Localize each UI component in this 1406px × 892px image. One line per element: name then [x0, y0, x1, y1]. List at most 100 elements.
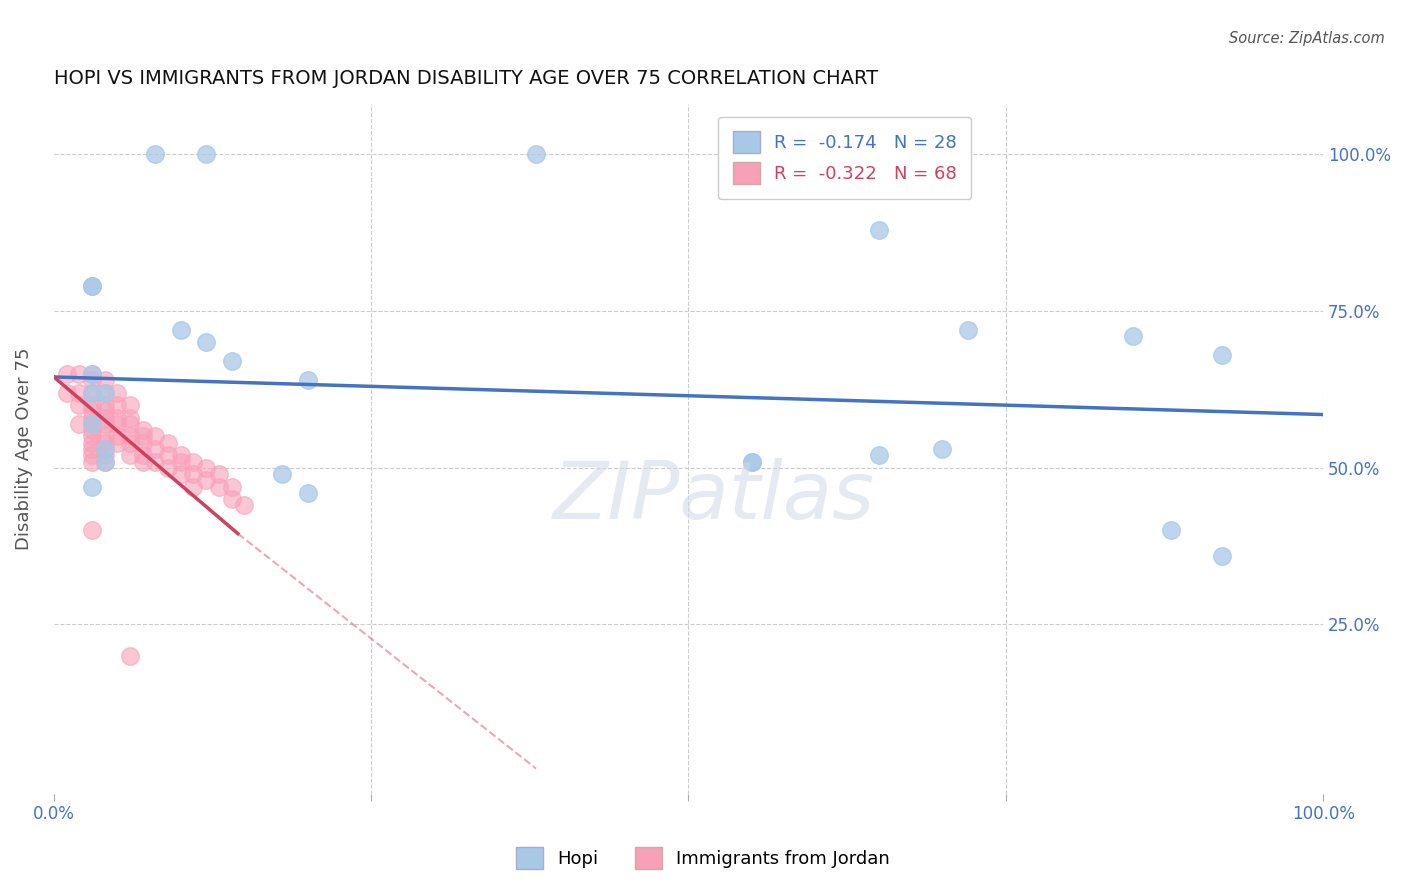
- Point: [93, 373, 115, 387]
- Point: [195, 335, 218, 350]
- Point: [145, 454, 167, 468]
- Point: [80, 404, 103, 418]
- Point: [170, 323, 193, 337]
- Point: [105, 417, 128, 431]
- Point: [105, 429, 128, 443]
- Point: [221, 480, 243, 494]
- Point: [80, 367, 103, 381]
- Point: [93, 448, 115, 462]
- Point: [93, 385, 115, 400]
- Point: [93, 435, 115, 450]
- Point: [118, 648, 141, 663]
- Point: [80, 442, 103, 456]
- Point: [183, 454, 205, 468]
- Point: [80, 480, 103, 494]
- Point: [93, 454, 115, 468]
- Text: ZIPatlas: ZIPatlas: [553, 458, 875, 536]
- Point: [195, 460, 218, 475]
- Point: [55, 385, 77, 400]
- Point: [93, 385, 115, 400]
- Point: [118, 410, 141, 425]
- Point: [1122, 329, 1144, 343]
- Point: [93, 417, 115, 431]
- Point: [131, 435, 153, 450]
- Point: [297, 486, 319, 500]
- Point: [80, 417, 103, 431]
- Point: [221, 354, 243, 368]
- Point: [80, 417, 103, 431]
- Point: [145, 442, 167, 456]
- Point: [183, 480, 205, 494]
- Point: [80, 410, 103, 425]
- Point: [80, 385, 103, 400]
- Point: [868, 448, 890, 462]
- Point: [80, 429, 103, 443]
- Point: [105, 398, 128, 412]
- Point: [170, 454, 193, 468]
- Point: [221, 492, 243, 507]
- Point: [208, 467, 231, 481]
- Point: [105, 410, 128, 425]
- Point: [1160, 524, 1182, 538]
- Point: [195, 147, 218, 161]
- Point: [233, 499, 256, 513]
- Point: [80, 279, 103, 293]
- Point: [208, 480, 231, 494]
- Point: [183, 467, 205, 481]
- Legend: R =  -0.174   N = 28, R =  -0.322   N = 68: R = -0.174 N = 28, R = -0.322 N = 68: [718, 117, 972, 199]
- Point: [105, 385, 128, 400]
- Point: [118, 435, 141, 450]
- Text: Source: ZipAtlas.com: Source: ZipAtlas.com: [1229, 31, 1385, 46]
- Point: [80, 385, 103, 400]
- Point: [741, 454, 763, 468]
- Point: [80, 448, 103, 462]
- Point: [118, 429, 141, 443]
- Point: [93, 404, 115, 418]
- Point: [67, 398, 90, 412]
- Point: [931, 442, 953, 456]
- Y-axis label: Disability Age Over 75: Disability Age Over 75: [15, 348, 32, 550]
- Point: [131, 429, 153, 443]
- Point: [93, 410, 115, 425]
- Point: [118, 448, 141, 462]
- Point: [67, 417, 90, 431]
- Point: [524, 147, 547, 161]
- Point: [93, 429, 115, 443]
- Point: [80, 373, 103, 387]
- Point: [145, 429, 167, 443]
- Point: [157, 448, 180, 462]
- Point: [93, 442, 115, 456]
- Point: [105, 435, 128, 450]
- Point: [55, 367, 77, 381]
- Point: [956, 323, 979, 337]
- Point: [80, 454, 103, 468]
- Point: [131, 454, 153, 468]
- Point: [297, 373, 319, 387]
- Point: [271, 467, 294, 481]
- Point: [80, 398, 103, 412]
- Text: HOPI VS IMMIGRANTS FROM JORDAN DISABILITY AGE OVER 75 CORRELATION CHART: HOPI VS IMMIGRANTS FROM JORDAN DISABILIT…: [53, 69, 877, 87]
- Point: [80, 435, 103, 450]
- Point: [170, 448, 193, 462]
- Point: [118, 417, 141, 431]
- Point: [157, 460, 180, 475]
- Point: [1211, 549, 1233, 563]
- Point: [741, 454, 763, 468]
- Point: [118, 398, 141, 412]
- Point: [93, 454, 115, 468]
- Point: [145, 147, 167, 161]
- Point: [170, 467, 193, 481]
- Point: [93, 442, 115, 456]
- Point: [67, 385, 90, 400]
- Point: [80, 524, 103, 538]
- Point: [157, 435, 180, 450]
- Point: [67, 367, 90, 381]
- Point: [80, 423, 103, 437]
- Point: [93, 398, 115, 412]
- Point: [131, 423, 153, 437]
- Point: [80, 367, 103, 381]
- Point: [1211, 348, 1233, 362]
- Point: [868, 222, 890, 236]
- Legend: Hopi, Immigrants from Jordan: Hopi, Immigrants from Jordan: [509, 839, 897, 876]
- Point: [80, 279, 103, 293]
